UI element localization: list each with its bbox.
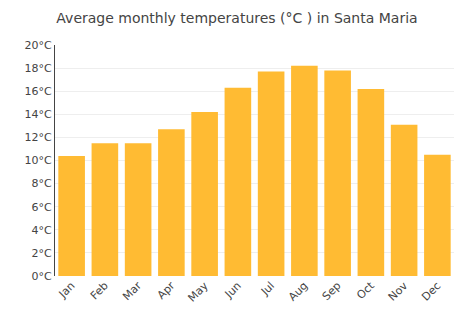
svg-text:Mar: Mar xyxy=(120,279,144,303)
svg-text:Oct: Oct xyxy=(354,279,377,302)
svg-text:Jun: Jun xyxy=(222,279,244,301)
svg-text:12°C: 12°C xyxy=(25,131,52,144)
svg-text:0°C: 0°C xyxy=(32,270,52,283)
svg-text:Dec: Dec xyxy=(419,279,443,303)
svg-text:14°C: 14°C xyxy=(25,108,52,121)
svg-text:Feb: Feb xyxy=(88,279,111,302)
svg-text:Apr: Apr xyxy=(155,279,178,302)
svg-text:20°C: 20°C xyxy=(25,39,52,52)
svg-text:Average monthly temperatures (: Average monthly temperatures (°C ) in Sa… xyxy=(56,10,417,26)
svg-text:4°C: 4°C xyxy=(32,224,52,237)
svg-text:May: May xyxy=(185,279,211,305)
svg-text:Nov: Nov xyxy=(386,279,411,304)
svg-text:8°C: 8°C xyxy=(32,177,52,190)
svg-text:Aug: Aug xyxy=(286,279,310,303)
svg-text:Jan: Jan xyxy=(56,279,78,301)
svg-text:6°C: 6°C xyxy=(32,201,52,214)
svg-text:16°C: 16°C xyxy=(25,85,52,98)
svg-text:10°C: 10°C xyxy=(25,154,52,167)
svg-text:Jul: Jul xyxy=(258,279,277,298)
svg-text:18°C: 18°C xyxy=(25,62,52,75)
svg-text:Sep: Sep xyxy=(320,279,344,303)
svg-text:2°C: 2°C xyxy=(32,247,52,260)
